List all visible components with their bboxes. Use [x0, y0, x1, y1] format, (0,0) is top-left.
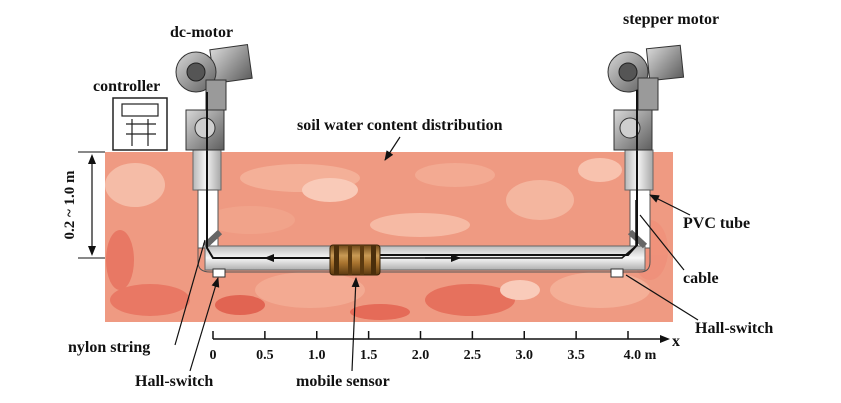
- soil-distribution-label: soil water content distribution: [297, 117, 503, 134]
- soil-distribution-pointer: [384, 136, 401, 161]
- x-axis-arrow: [660, 335, 670, 343]
- dc-motor-label: dc-motor: [170, 24, 233, 41]
- x-tick-label: 4.0 m: [624, 348, 657, 363]
- hall-switch-left-label: Hall-switch: [135, 373, 213, 390]
- depth-label: 0.2 ~ 1.0 m: [62, 170, 78, 240]
- hall-switch-left-pointer: [189, 277, 220, 372]
- x-tick-label: 1.5: [360, 348, 378, 363]
- mobile-sensor-coil: [329, 244, 381, 276]
- nylon-string-pointer: [174, 239, 206, 346]
- x-tick-label: 2.5: [464, 348, 482, 363]
- hall-switch-right-pointer: [625, 274, 699, 321]
- stepper-motor-icon: [607, 44, 685, 151]
- right-pvc-tube: [624, 149, 654, 249]
- x-axis-label: x: [672, 333, 680, 350]
- soil-texture: [105, 158, 668, 320]
- x-axis: x 0 0.5 1.0 1.5 2.0 2.5 3.0 3.5 4.0 m: [210, 331, 680, 363]
- hall-switch-right-box: [610, 268, 624, 278]
- mobile-sensor-pointer: [351, 277, 360, 372]
- controller-label: controller: [93, 78, 160, 95]
- hall-switch-right-label: Hall-switch: [695, 320, 773, 337]
- cable-line: [380, 150, 638, 256]
- controller-icon: [112, 97, 168, 151]
- pvc-tube-label: PVC tube: [683, 215, 750, 232]
- x-tick-label: 3.5: [567, 348, 585, 363]
- x-tick-label: 0.5: [256, 348, 274, 363]
- cable-label: cable: [683, 270, 719, 287]
- x-axis-ticks: 0 0.5 1.0 1.5 2.0 2.5 3.0 3.5 4.0 m: [210, 331, 657, 363]
- hall-switch-left-box: [212, 268, 226, 278]
- cable-pointer: [639, 214, 685, 271]
- pvc-tube-pointer: [649, 194, 691, 216]
- dc-motor-icon: [175, 43, 253, 151]
- stepper-motor-label: stepper motor: [623, 11, 719, 28]
- soil-block: [105, 152, 673, 322]
- x-tick-label: 0: [210, 348, 217, 363]
- nylon-string-label: nylon string: [68, 339, 150, 356]
- x-tick-label: 1.0: [308, 348, 326, 363]
- x-tick-label: 2.0: [412, 348, 430, 363]
- depth-dimension: 0.2 ~ 1.0 m: [62, 151, 105, 259]
- mobile-sensor-label: mobile sensor: [296, 373, 390, 390]
- x-tick-label: 3.0: [516, 348, 534, 363]
